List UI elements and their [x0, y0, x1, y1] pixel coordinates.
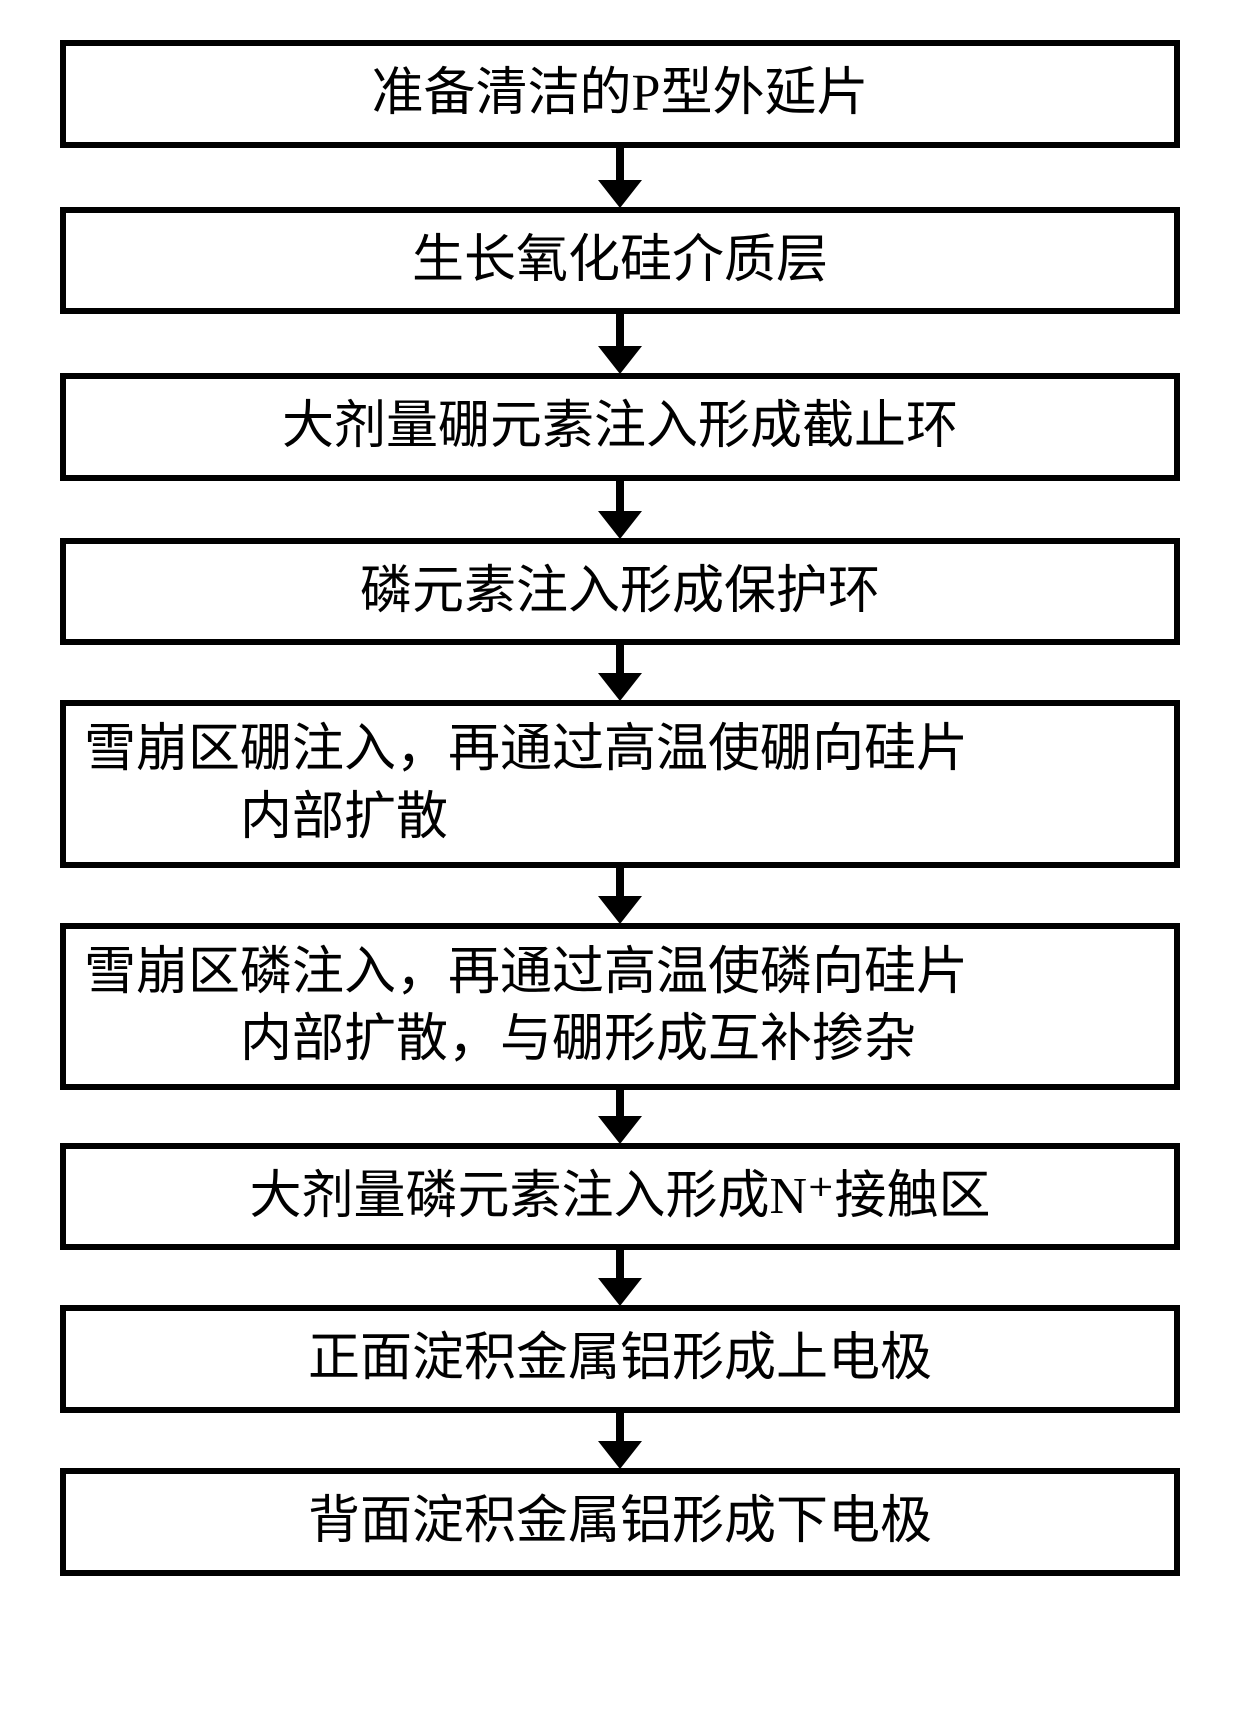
arrow-shaft [616, 1089, 624, 1117]
step-text: 大剂量磷元素注入形成N⁺接触区 [86, 1163, 1154, 1231]
step-box-9: 背面淀积金属铝形成下电极 [60, 1468, 1180, 1576]
step-box-6: 雪崩区磷注入，再通过高温使磷向硅片 内部扩散，与硼形成互补掺杂 [60, 923, 1180, 1090]
arrow-8 [598, 1412, 642, 1469]
step-text: 磷元素注入形成保护环 [86, 558, 1154, 626]
arrow-head-icon [598, 1441, 642, 1469]
arrow-head-icon [598, 896, 642, 924]
arrow-1 [598, 147, 642, 208]
step-box-3: 大剂量硼元素注入形成截止环 [60, 373, 1180, 481]
step-box-2: 生长氧化硅介质层 [60, 207, 1180, 315]
step-text: 背面淀积金属铝形成下电极 [86, 1488, 1154, 1556]
arrow-head-icon [598, 1116, 642, 1144]
step-text: 雪崩区磷注入，再通过高温使磷向硅片 [84, 939, 1146, 1007]
step-box-7: 大剂量磷元素注入形成N⁺接触区 [60, 1143, 1180, 1251]
step-text: 生长氧化硅介质层 [86, 227, 1154, 295]
arrow-head-icon [598, 346, 642, 374]
arrow-head-icon [598, 673, 642, 701]
arrow-5 [598, 867, 642, 924]
arrow-shaft [616, 644, 624, 674]
step-text: 内部扩散，与硼形成互补掺杂 [84, 1006, 1146, 1074]
flowchart: 准备清洁的P型外延片 生长氧化硅介质层 大剂量硼元素注入形成截止环 磷元素注入形… [60, 40, 1180, 1576]
step-box-5: 雪崩区硼注入，再通过高温使硼向硅片 内部扩散 [60, 700, 1180, 867]
arrow-head-icon [598, 511, 642, 539]
arrow-shaft [616, 313, 624, 347]
arrow-4 [598, 644, 642, 701]
step-box-8: 正面淀积金属铝形成上电极 [60, 1305, 1180, 1413]
arrow-shaft [616, 867, 624, 897]
step-box-1: 准备清洁的P型外延片 [60, 40, 1180, 148]
step-text: 雪崩区硼注入，再通过高温使硼向硅片 [84, 716, 1146, 784]
arrow-2 [598, 313, 642, 374]
arrow-shaft [616, 1412, 624, 1442]
step-text: 正面淀积金属铝形成上电极 [86, 1325, 1154, 1393]
step-text: 大剂量硼元素注入形成截止环 [86, 393, 1154, 461]
arrow-head-icon [598, 180, 642, 208]
arrow-3 [598, 480, 642, 539]
step-box-4: 磷元素注入形成保护环 [60, 538, 1180, 646]
step-text: 准备清洁的P型外延片 [86, 60, 1154, 128]
arrow-7 [598, 1249, 642, 1306]
step-text: 内部扩散 [84, 784, 1146, 852]
arrow-shaft [616, 480, 624, 512]
arrow-head-icon [598, 1278, 642, 1306]
arrow-shaft [616, 147, 624, 181]
arrow-6 [598, 1089, 642, 1144]
arrow-shaft [616, 1249, 624, 1279]
